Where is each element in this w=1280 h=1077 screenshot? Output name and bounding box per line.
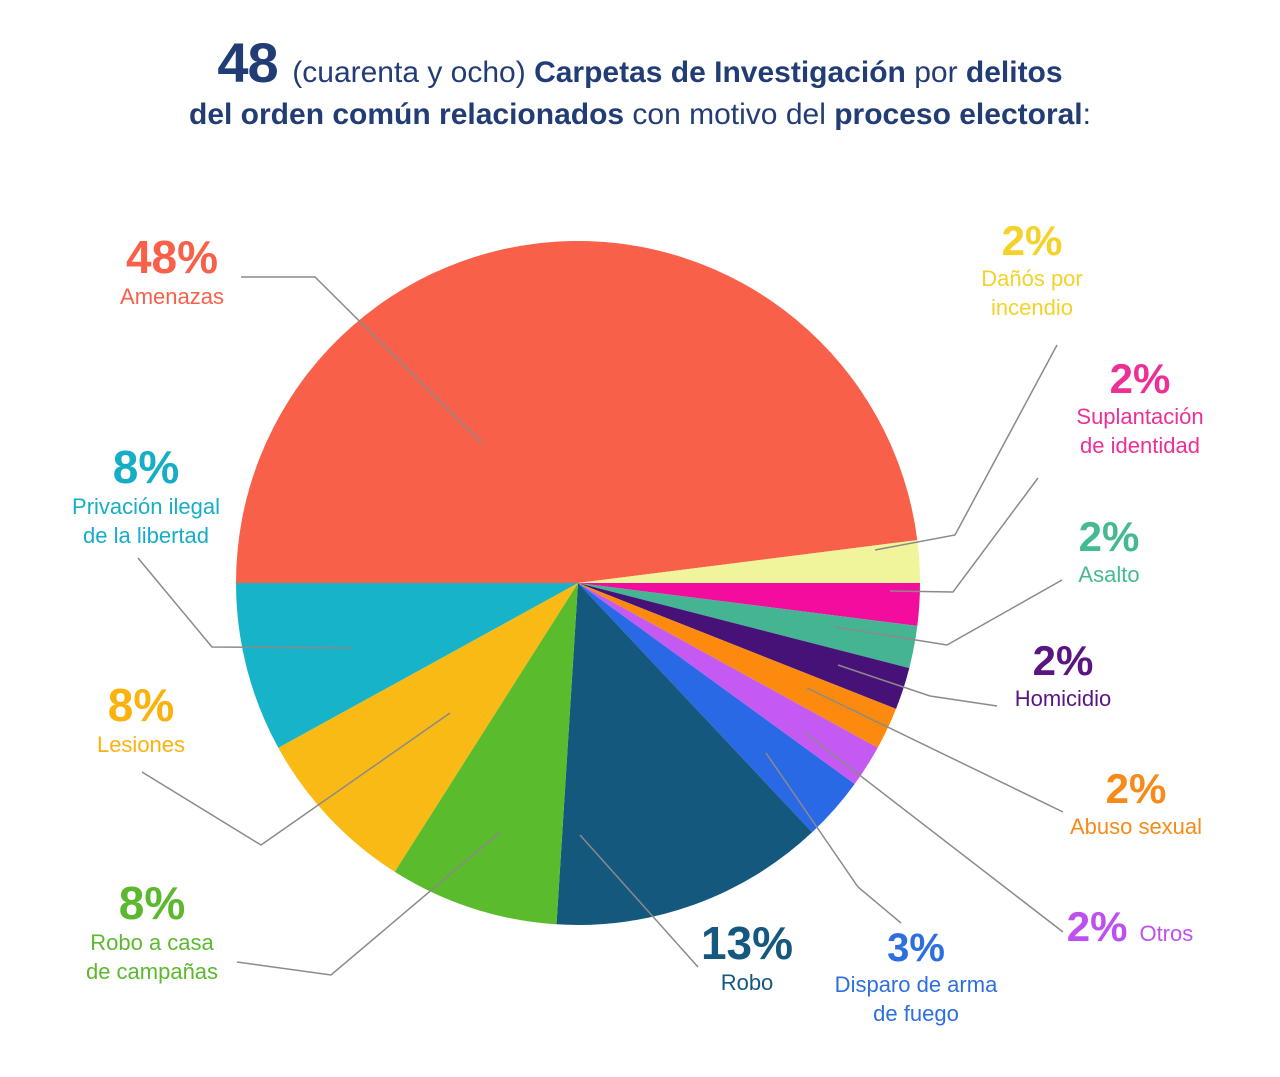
leader-line-abuso-sexual: [806, 687, 1064, 813]
title-line1: 48 (cuarenta y ocho) Carpetas de Investi…: [0, 35, 1280, 94]
page-title: 48 (cuarenta y ocho) Carpetas de Investi…: [0, 35, 1280, 136]
leader-line-robo: [579, 834, 699, 968]
pie-slice-privacion-ilegal-de-la-libertad: [236, 583, 578, 748]
pie-slice-homicidio: [578, 583, 910, 709]
leader-line-amenazas: [241, 276, 483, 444]
pie-slice-disparo-de-arma-de-fuego: [578, 583, 855, 833]
leader-line-otros: [804, 732, 1064, 933]
title-segment: :: [1082, 98, 1091, 131]
title-segment: por: [905, 56, 966, 89]
leader-line-lesiones: [141, 712, 451, 846]
pie-slice-abuso-sexual: [578, 583, 896, 748]
leader-line-privacion-ilegal-de-la-libertad: [137, 557, 353, 649]
pie-slice-suplantacion-de-identidad: [578, 583, 920, 626]
title-segment: delitos: [965, 56, 1063, 89]
title-segment: proceso electoral: [834, 98, 1083, 131]
leader-line-disparo-de-arma-de-fuego: [765, 752, 902, 924]
leader-line-asalto: [834, 579, 1063, 646]
leader-line-suplantacion-de-identidad: [889, 477, 1039, 593]
pie-slice-robo: [556, 583, 813, 925]
leader-line-homicidio: [837, 664, 998, 707]
pie-slice-otros: [578, 583, 878, 784]
title-segment: del orden común relacionados: [189, 98, 625, 131]
pie-slice-danos-por-incendio: [578, 540, 920, 583]
pie-slice-robo-a-casa-de-campanas: [394, 583, 578, 925]
pie-slice-amenazas: [236, 240, 918, 583]
title-line2: del orden común relacionados con motivo …: [0, 94, 1280, 136]
title-segment: (cuarenta y ocho): [292, 56, 535, 89]
leader-line-robo-a-casa-de-campanas: [236, 831, 501, 976]
title-segment: 48: [217, 31, 293, 94]
title-segment: con motivo del: [624, 98, 835, 131]
leader-line-danos-por-incendio: [874, 344, 1058, 551]
pie-slice-asalto: [578, 583, 918, 669]
title-segment: Carpetas de Investigación: [534, 56, 906, 89]
